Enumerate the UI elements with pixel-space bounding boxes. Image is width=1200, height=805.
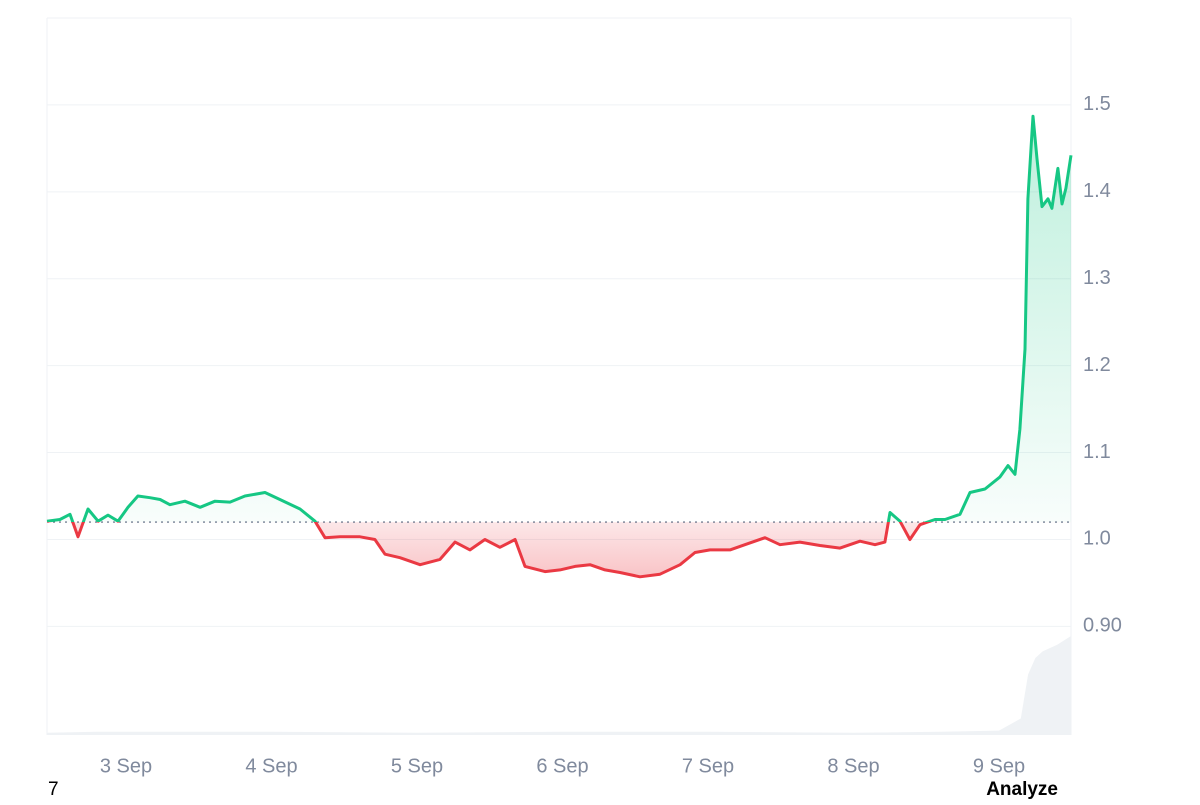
y-tick-label: 1.3 xyxy=(1083,267,1111,289)
x-tick-label: 8 Sep xyxy=(827,755,879,777)
y-tick-label: 1.4 xyxy=(1083,180,1111,202)
volume-area xyxy=(47,636,1071,735)
x-tick-label: 5 Sep xyxy=(391,755,443,777)
y-tick-label: 0.90 xyxy=(1083,615,1122,637)
footer-left: 7 xyxy=(48,779,59,800)
x-tick-label: 4 Sep xyxy=(245,755,297,777)
x-tick-label: 6 Sep xyxy=(536,755,588,777)
y-tick-label: 1.5 xyxy=(1083,93,1111,115)
analyze-button[interactable]: Analyze xyxy=(986,779,1058,800)
y-tick-label: 1.1 xyxy=(1083,441,1111,463)
x-tick-label: 9 Sep xyxy=(973,755,1025,777)
y-tick-label: 1.2 xyxy=(1083,354,1111,376)
x-tick-label: 3 Sep xyxy=(100,755,152,777)
y-tick-label: 1.0 xyxy=(1083,528,1111,550)
x-tick-label: 7 Sep xyxy=(682,755,734,777)
price-line xyxy=(46,114,1073,579)
